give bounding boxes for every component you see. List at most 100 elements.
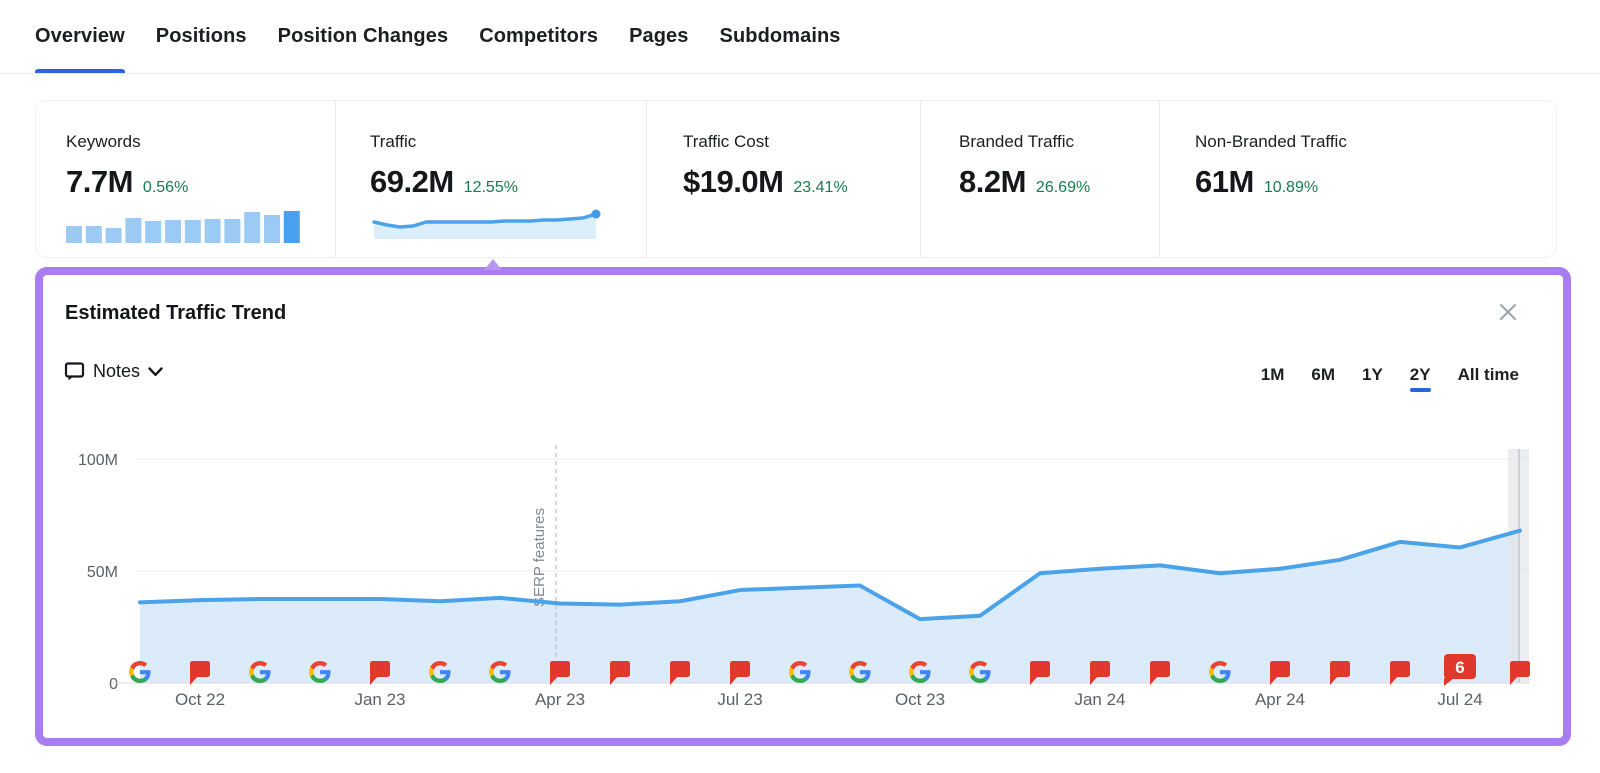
google-update-icon[interactable] (249, 661, 271, 683)
metric-change: 0.56% (142, 179, 189, 196)
sparkline-bar (85, 226, 102, 243)
note-flag-icon[interactable] (1270, 661, 1290, 685)
metric-card-non-branded-traffic[interactable]: Non-Branded Traffic 61M 10.89% (1159, 101, 1556, 257)
x-axis-tick-label: Jul 23 (717, 690, 762, 709)
serp-features-annotation-label: SERP features (531, 508, 548, 607)
panel-pointer-notch (484, 259, 502, 270)
range-1y[interactable]: 1Y (1362, 365, 1383, 384)
note-flag-icon[interactable] (1330, 661, 1350, 685)
keywords-sparkline-bars (66, 211, 300, 243)
x-axis-tick-label: Apr 24 (1255, 690, 1305, 709)
metric-change: 26.69% (1035, 179, 1091, 196)
metric-change: 12.55% (463, 179, 518, 196)
google-update-icon[interactable] (1209, 661, 1231, 683)
metric-title: Traffic Cost (683, 132, 769, 151)
metric-card-traffic-cost[interactable]: Traffic Cost $19.0M 23.41% (646, 101, 920, 257)
close-button[interactable] (1497, 301, 1519, 323)
sparkline-bar (145, 221, 162, 243)
note-flag-icon[interactable] (1030, 661, 1050, 685)
notes-bubble-icon (64, 362, 85, 381)
sparkline-bar (165, 220, 181, 243)
tab-position-changes[interactable]: Position Changes (277, 25, 449, 47)
tab-pages[interactable]: Pages (629, 25, 689, 47)
sparkline-bar (224, 219, 241, 243)
svg-text:6: 6 (1455, 658, 1464, 677)
sparkline-bar (264, 215, 280, 243)
y-axis-tick-label: 100M (78, 452, 118, 469)
note-flag-icon[interactable] (190, 661, 210, 685)
sparkline-bar (283, 211, 300, 243)
tab-subdomains[interactable]: Subdomains (719, 25, 841, 47)
metric-card-branded-traffic[interactable]: Branded Traffic 8.2M 26.69% (920, 101, 1159, 257)
range-6m[interactable]: 6M (1311, 365, 1335, 384)
metrics-summary-row: Keywords 7.7M 0.56% Traffic 69.2M 12.55%… (35, 100, 1557, 258)
metric-value: 61M (1195, 164, 1254, 199)
metric-title: Keywords (66, 132, 141, 151)
trend-chart-area: 100M 50M 0 SERP features 6 Oct 22 Jan 23 Apr 23… (60, 429, 1540, 729)
range-1m[interactable]: 1M (1260, 365, 1285, 384)
traffic-trend-line (138, 528, 1522, 622)
sparkline-bar (184, 220, 201, 243)
x-axis-tick-label: Jul 24 (1437, 690, 1482, 709)
note-flag-icon[interactable] (1390, 661, 1410, 685)
google-update-icon[interactable] (309, 661, 331, 683)
x-axis-tick-label: Jan 24 (1074, 690, 1125, 709)
note-flag-icon[interactable] (1510, 661, 1530, 685)
metric-value: $19.0M (683, 164, 784, 199)
x-axis-tick-label: Jan 23 (354, 690, 405, 709)
sparkline-bar (204, 219, 221, 243)
sparkline-endpoint-dot (591, 209, 601, 219)
note-flag-icon[interactable] (370, 661, 390, 685)
notes-dropdown-button[interactable]: Notes (64, 361, 163, 382)
metric-change: 10.89% (1263, 179, 1319, 196)
estimated-traffic-trend-panel: Estimated Traffic Trend Notes 1M 6M 1Y 2… (35, 259, 1571, 746)
notes-label: Notes (93, 361, 141, 381)
traffic-sparkline (372, 209, 601, 239)
metric-title: Traffic (370, 132, 417, 151)
sparkline-bar (125, 218, 142, 243)
sparkline-bar (66, 226, 82, 243)
range-2y[interactable]: 2Y (1409, 365, 1431, 392)
y-axis-tick-label: 50M (87, 564, 118, 581)
metric-value: 7.7M (66, 164, 133, 199)
google-update-icon[interactable] (489, 661, 511, 683)
x-axis-tick-label: Oct 23 (895, 690, 945, 709)
google-update-icon[interactable] (789, 661, 811, 683)
google-update-icon[interactable] (849, 661, 871, 683)
google-update-icon[interactable] (909, 661, 931, 683)
tab-overview[interactable]: Overview (35, 0, 125, 73)
metric-card-keywords[interactable]: Keywords 7.7M 0.56% (36, 101, 335, 257)
metric-value: 8.2M (959, 164, 1026, 199)
time-range-selector: 1M 6M 1Y 2Y All time (1261, 365, 1519, 392)
close-icon (1500, 304, 1516, 320)
chevron-down-icon (148, 366, 163, 376)
google-update-icon[interactable] (129, 661, 151, 683)
note-flag-icon[interactable] (1150, 661, 1170, 685)
google-update-icon[interactable] (429, 661, 451, 683)
note-flag-icon[interactable] (730, 661, 750, 685)
x-axis-tick-label: Oct 22 (175, 690, 225, 709)
sparkline-bar (105, 228, 122, 243)
note-flag-icon[interactable] (610, 661, 630, 685)
metric-value: 69.2M (370, 164, 454, 199)
sparkline-bar (244, 212, 261, 243)
tab-competitors[interactable]: Competitors (479, 25, 599, 47)
tab-positions[interactable]: Positions (155, 25, 247, 47)
metric-title: Non-Branded Traffic (1195, 132, 1347, 151)
notes-count-badge[interactable]: 6 (1444, 654, 1476, 686)
traffic-trend-chart: 100M 50M 0 SERP features 6 Oct 22 Jan 23 Apr 23… (78, 445, 1530, 709)
range-all-time[interactable]: All time (1457, 365, 1519, 384)
traffic-area-fill (140, 530, 1520, 683)
note-flag-icon[interactable] (670, 661, 690, 685)
y-axis-tick-label: 0 (109, 676, 118, 693)
x-axis-tick-label: Apr 23 (535, 690, 585, 709)
top-nav-tabs: Overview Positions Position Changes Comp… (0, 0, 1600, 74)
note-flag-icon[interactable] (1090, 661, 1110, 685)
panel-title: Estimated Traffic Trend (65, 302, 287, 324)
metric-title: Branded Traffic (959, 132, 1074, 151)
note-flag-icon[interactable] (550, 661, 570, 685)
metric-change: 23.41% (793, 179, 848, 196)
google-update-icon[interactable] (969, 661, 991, 683)
metric-card-traffic[interactable]: Traffic 69.2M 12.55% (335, 101, 646, 257)
